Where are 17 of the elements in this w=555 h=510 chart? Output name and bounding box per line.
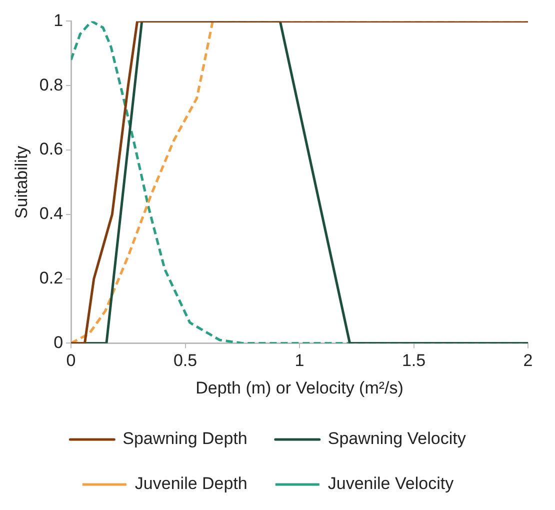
x-tick-label: 1.5	[402, 351, 426, 370]
y-tick-label: 0.4	[39, 204, 64, 224]
y-tick-label: 0.2	[39, 268, 64, 288]
y-tick-label: 1	[54, 10, 64, 30]
y-axis-title: Suitability	[12, 145, 31, 219]
y-tick-label: 0	[54, 332, 64, 352]
x-tick-label: 0.5	[173, 351, 198, 370]
legend-label: Juvenile Depth	[134, 474, 248, 494]
legend-label: Spawning Depth	[122, 429, 248, 448]
legend-label: Juvenile Velocity	[328, 474, 454, 494]
x-tick-label: 2	[523, 351, 533, 370]
x-axis-title: Depth (m) or Velocity (m²/s)	[196, 378, 404, 398]
x-tick-label: 1	[294, 351, 304, 370]
x-tick-label: 0	[66, 351, 76, 370]
y-tick-label: 0.8	[39, 75, 64, 94]
legend-label: Spawning Velocity	[328, 429, 466, 448]
y-tick-label: 0.6	[39, 140, 64, 159]
